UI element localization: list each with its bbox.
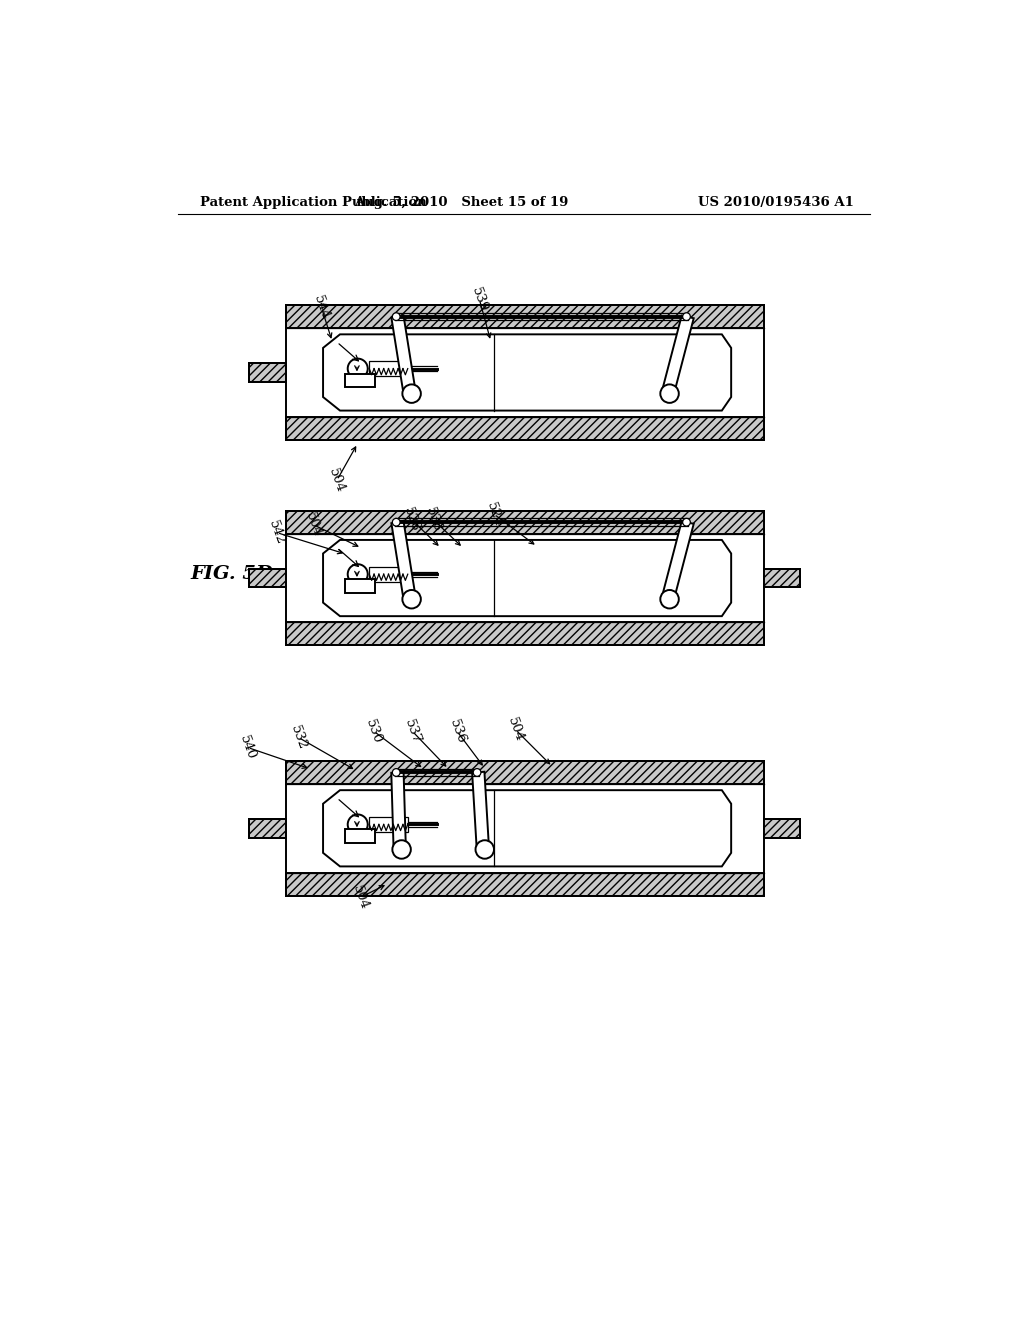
Circle shape <box>348 564 368 585</box>
Bar <box>345 579 376 593</box>
Polygon shape <box>662 521 693 601</box>
Text: 504: 504 <box>303 511 325 539</box>
Bar <box>286 305 764 329</box>
Text: 539: 539 <box>469 285 489 313</box>
Text: Aug. 5, 2010   Sheet 15 of 19: Aug. 5, 2010 Sheet 15 of 19 <box>354 195 569 209</box>
Circle shape <box>392 768 400 776</box>
Polygon shape <box>391 315 416 395</box>
Polygon shape <box>323 540 731 616</box>
Text: 537: 537 <box>402 717 423 746</box>
Circle shape <box>473 768 481 776</box>
Text: 504: 504 <box>327 466 347 494</box>
Circle shape <box>660 384 679 403</box>
Bar <box>286 784 764 873</box>
Bar <box>249 818 286 838</box>
Polygon shape <box>472 772 489 850</box>
Text: US 2010/0195436 A1: US 2010/0195436 A1 <box>698 195 854 209</box>
Circle shape <box>392 841 411 859</box>
Polygon shape <box>391 521 416 601</box>
Bar <box>286 417 764 440</box>
Bar <box>764 569 801 587</box>
Text: 524: 524 <box>483 500 505 528</box>
Polygon shape <box>323 334 731 411</box>
Circle shape <box>348 359 368 379</box>
Polygon shape <box>323 791 731 866</box>
Bar <box>249 363 286 381</box>
Circle shape <box>392 313 400 321</box>
Text: 540: 540 <box>238 734 258 762</box>
Circle shape <box>475 841 494 859</box>
Text: 530: 530 <box>364 717 384 746</box>
Bar <box>370 360 408 376</box>
Circle shape <box>683 519 690 527</box>
Text: 532: 532 <box>288 723 309 751</box>
Polygon shape <box>662 315 693 395</box>
Circle shape <box>402 384 421 403</box>
Text: 542: 542 <box>266 519 288 546</box>
Circle shape <box>348 814 368 834</box>
Bar <box>286 622 764 645</box>
Text: 536: 536 <box>446 717 468 746</box>
Circle shape <box>660 590 679 609</box>
Text: 544: 544 <box>311 294 332 322</box>
Bar <box>370 566 408 582</box>
Circle shape <box>683 313 690 321</box>
Text: 528: 528 <box>401 506 422 533</box>
Bar <box>286 760 764 784</box>
Text: FIG. 5D: FIG. 5D <box>190 565 273 583</box>
Text: 504: 504 <box>505 715 526 743</box>
Bar <box>345 829 376 843</box>
Bar <box>286 329 764 417</box>
Bar <box>764 818 801 838</box>
Circle shape <box>392 519 400 527</box>
Text: 538: 538 <box>423 506 443 533</box>
Bar <box>370 817 408 832</box>
Bar <box>286 533 764 622</box>
Circle shape <box>402 590 421 609</box>
Bar <box>345 374 376 388</box>
Bar <box>286 873 764 896</box>
Polygon shape <box>391 772 406 850</box>
Bar <box>249 569 286 587</box>
Bar <box>286 511 764 533</box>
Text: Patent Application Publication: Patent Application Publication <box>200 195 427 209</box>
Text: 504: 504 <box>349 883 371 912</box>
